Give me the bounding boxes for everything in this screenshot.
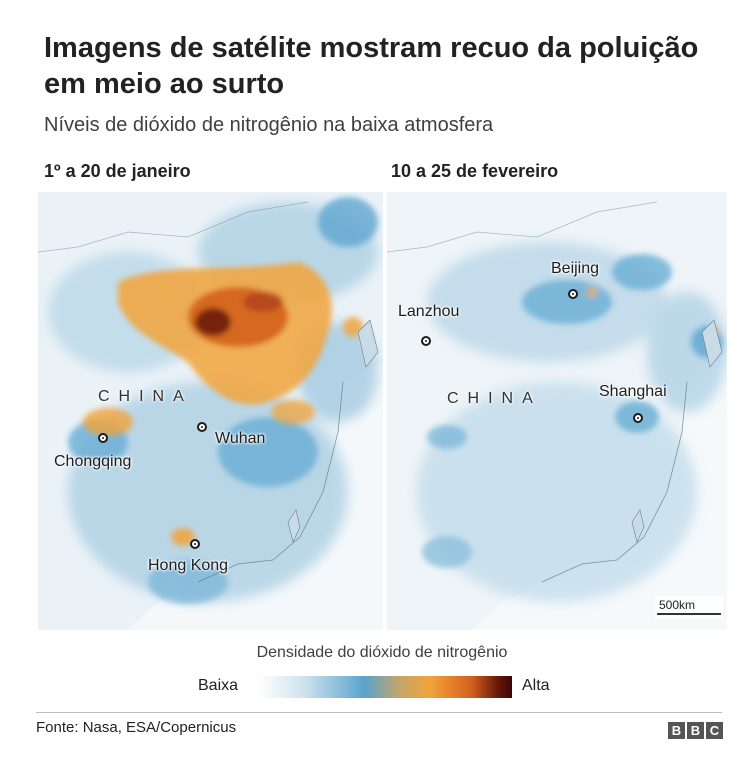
map-february: Beijing Lanzhou CHINA Shanghai 500km <box>387 192 727 630</box>
panel-label-january: 1º a 20 de janeiro <box>44 161 191 181</box>
city-label-chongqing: Chongqing <box>54 453 132 470</box>
chart-title: Imagens de satélite mostram recuo da pol… <box>44 32 699 100</box>
country-label-china: CHINA <box>447 390 542 407</box>
legend-low-label: Baixa <box>198 677 239 694</box>
scale-line <box>657 613 721 615</box>
city-label-lanzhou: Lanzhou <box>398 303 460 320</box>
map-february-image <box>387 192 727 630</box>
chart-subtitle: Níveis de dióxido de nitrogênio na baixa… <box>44 114 494 136</box>
source-text: Fonte: Nasa, ESA/Copernicus <box>36 719 237 736</box>
country-label-china: CHINA <box>98 388 193 405</box>
legend-high-label: Alta <box>522 677 550 694</box>
city-label-beijing: Beijing <box>551 260 600 277</box>
city-label-wuhan: Wuhan <box>215 430 266 447</box>
bbc-logo: B B C <box>668 722 723 739</box>
city-label-shanghai: Shanghai <box>599 383 667 400</box>
city-marker-lanzhou <box>421 336 431 346</box>
city-marker-shanghai <box>633 413 643 423</box>
city-marker-hong-kong <box>190 539 200 549</box>
city-marker-beijing <box>568 289 578 299</box>
city-marker-wuhan <box>197 422 207 432</box>
map-january-image <box>38 192 383 630</box>
panel-label-february: 10 a 25 de fevereiro <box>391 161 559 181</box>
map-january: CHINA Chongqing Wuhan Hong Kong <box>38 192 383 630</box>
bbc-logo-letter: B <box>668 722 685 739</box>
legend-title: Densidade do dióxido de nitrogênio <box>256 644 508 661</box>
footer-divider <box>36 712 722 713</box>
city-marker-chongqing <box>98 433 108 443</box>
scale-label: 500km <box>659 598 696 612</box>
legend-color-gradient <box>258 676 512 698</box>
bbc-logo-letter: B <box>687 722 704 739</box>
bbc-logo-letter: C <box>706 722 723 739</box>
city-label-hong-kong: Hong Kong <box>148 557 229 574</box>
scale-bar: 500km <box>655 596 723 618</box>
